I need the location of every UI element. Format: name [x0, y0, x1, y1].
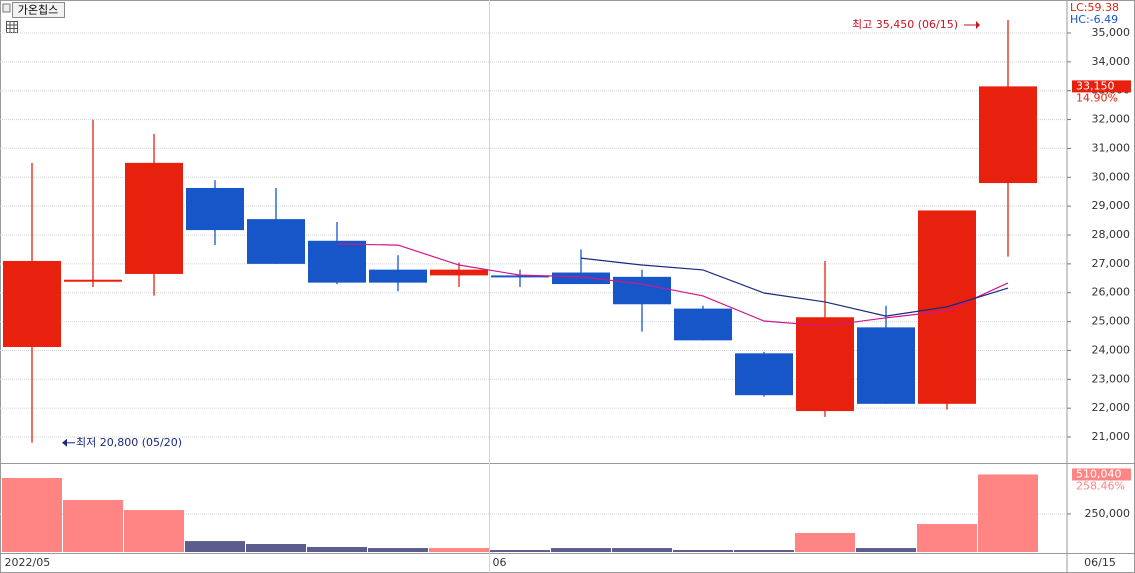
- candle-body: [430, 269, 488, 276]
- candle-body: [796, 317, 854, 412]
- volume-bar: [978, 474, 1038, 552]
- price-label: 33,150: [1076, 79, 1115, 92]
- high-arrow-head: [976, 20, 980, 29]
- y-tick-label: 34,000: [1092, 55, 1131, 68]
- y-tick-label: 27,000: [1092, 257, 1131, 270]
- y-tick-label: 24,000: [1092, 343, 1131, 356]
- candle-body: [979, 86, 1037, 184]
- volume-bar: [856, 548, 916, 552]
- y-tick-label: 250,000: [1085, 507, 1131, 520]
- y-tick-label: 22,000: [1092, 401, 1131, 414]
- volume-bar: [612, 548, 672, 552]
- volume-bar: [673, 550, 733, 552]
- volume-bar: [917, 524, 977, 552]
- low-note: 최저 20,800 (05/20): [76, 436, 182, 449]
- symbol-button[interactable]: [12, 2, 65, 18]
- candle-body: [3, 260, 61, 347]
- menu-icon[interactable]: [2, 3, 11, 13]
- candle-body: [64, 279, 122, 282]
- volume-bar: [307, 546, 367, 552]
- symbol-name: 가온칩스: [18, 4, 58, 17]
- y-tick-label: 28,000: [1092, 228, 1131, 241]
- volume-change-label: 258.46%: [1076, 479, 1125, 492]
- volume-bar: [490, 550, 550, 552]
- candle-body: [674, 308, 732, 341]
- lc-label: LC:59.38: [1070, 1, 1119, 14]
- volume-bar: [185, 541, 245, 552]
- volume-bar: [124, 510, 184, 552]
- volume-bar: [551, 548, 611, 552]
- candle-body: [247, 219, 305, 264]
- volume-bar: [368, 548, 428, 552]
- volume-bar: [795, 532, 855, 552]
- volume-label: 510,040: [1076, 467, 1122, 480]
- volume-bar: [734, 550, 794, 552]
- high-note: 최고 35,450 (06/15): [852, 18, 958, 31]
- volume-box: [1072, 468, 1131, 481]
- candle-body: [735, 353, 793, 396]
- hc-label: HC:-6.49: [1070, 13, 1118, 26]
- candle-body: [552, 272, 610, 285]
- candle-body: [186, 187, 244, 231]
- price-change-label: 14.90%: [1076, 91, 1118, 104]
- table-icon[interactable]: [6, 21, 18, 33]
- y-tick-label: 26,000: [1092, 286, 1131, 299]
- y-tick-label: 21,000: [1092, 430, 1131, 443]
- candle-body: [613, 276, 671, 305]
- candle-body: [491, 275, 549, 278]
- y-tick-label: 30,000: [1092, 170, 1131, 183]
- y-tick-label: 23,000: [1092, 372, 1131, 385]
- volume-bar: [2, 478, 62, 552]
- price-box: [1072, 80, 1131, 93]
- y-tick-label: 25,000: [1092, 315, 1131, 328]
- candle-body: [857, 327, 915, 404]
- candle-body: [369, 269, 427, 283]
- volume-bar: [246, 544, 306, 552]
- volume-bar: [63, 500, 123, 552]
- x-tick-label: 06: [493, 556, 507, 569]
- volume-bar: [429, 548, 489, 552]
- y-tick-label: 32,000: [1092, 113, 1131, 126]
- y-tick-label: 31,000: [1092, 141, 1131, 154]
- y-tick-label: 35,000: [1092, 26, 1131, 39]
- candle-body: [308, 240, 366, 283]
- y-tick-label: 29,000: [1092, 199, 1131, 212]
- moving-average: [336, 243, 1009, 327]
- moving-average: [580, 257, 1009, 317]
- x-tick-label: 2022/05: [5, 556, 51, 569]
- low-arrow-head: [62, 438, 67, 447]
- candle-body: [125, 162, 183, 274]
- last-date-label: 06/15: [1084, 556, 1116, 569]
